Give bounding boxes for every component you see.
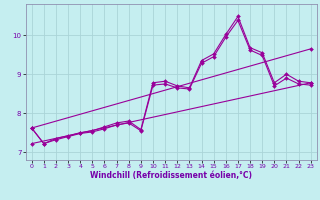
X-axis label: Windchill (Refroidissement éolien,°C): Windchill (Refroidissement éolien,°C) — [90, 171, 252, 180]
